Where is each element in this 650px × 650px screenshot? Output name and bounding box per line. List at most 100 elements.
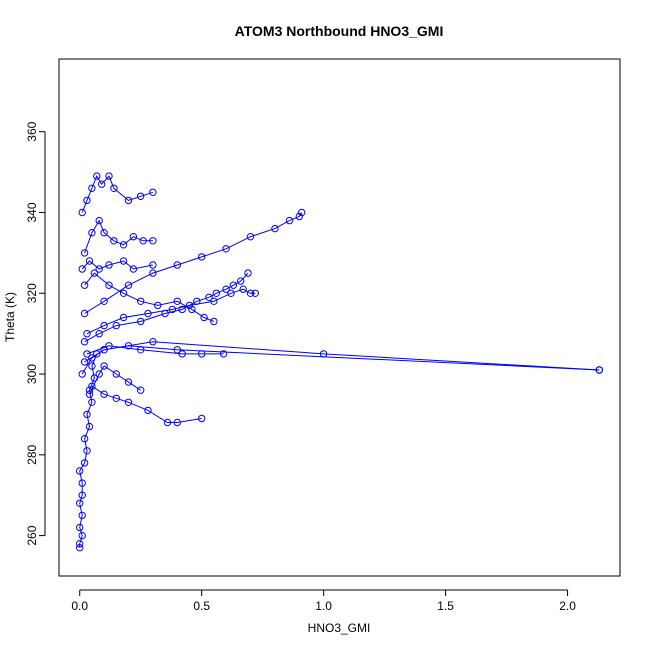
data-point (137, 346, 145, 354)
data-point (285, 216, 294, 225)
data-point (110, 184, 118, 193)
data-point (112, 370, 121, 378)
y-tick-label: 320 (25, 283, 39, 303)
data-point (210, 297, 218, 305)
y-tick-label: 280 (25, 444, 39, 464)
data-point (119, 313, 128, 322)
data-point (80, 281, 89, 289)
data-point (222, 245, 230, 253)
data-point (149, 261, 157, 269)
data-point (88, 354, 96, 362)
data-point (78, 479, 86, 487)
x-tick-label: 0.0 (71, 599, 88, 613)
data-point (149, 188, 157, 197)
data-point (100, 297, 108, 305)
data-point (78, 208, 86, 217)
data-point (219, 350, 228, 358)
data-point (124, 378, 133, 386)
data-point (149, 269, 157, 277)
series-line (89, 365, 141, 395)
data-point (78, 265, 86, 273)
series-line (84, 212, 303, 314)
data-point (85, 257, 94, 265)
series-line (81, 174, 154, 213)
data-point (112, 321, 121, 330)
data-point (129, 265, 138, 273)
data-point (83, 196, 91, 205)
data-point (298, 208, 306, 217)
data-point (80, 249, 89, 257)
y-tick-label: 300 (25, 364, 39, 384)
data-point (98, 180, 106, 188)
plot-frame (58, 58, 621, 577)
series-line (91, 385, 202, 423)
data-point (88, 362, 96, 370)
data-point (178, 305, 186, 314)
data-point (100, 321, 108, 330)
data-point (173, 261, 182, 269)
data-point (88, 382, 96, 390)
data-point (129, 233, 138, 241)
y-tick-label: 340 (25, 202, 39, 222)
x-tick-label: 1.0 (315, 599, 332, 613)
data-point (100, 229, 108, 237)
data-point (112, 394, 121, 402)
data-point (105, 172, 113, 180)
data-point (124, 196, 133, 205)
x-tick-label: 2.0 (559, 599, 576, 613)
data-point (110, 237, 118, 245)
data-point (83, 410, 91, 419)
data-point (95, 370, 103, 378)
data-point (83, 330, 91, 338)
data-point (100, 390, 108, 398)
data-point (78, 370, 86, 378)
data-point (246, 233, 255, 241)
data-point (85, 422, 94, 431)
data-point (76, 540, 84, 548)
data-point (149, 237, 157, 245)
data-point (80, 459, 89, 467)
data-point (200, 313, 208, 322)
x-tick-label: 1.5 (437, 599, 454, 613)
data-point (144, 309, 152, 318)
data-point (88, 229, 96, 237)
data-point (319, 350, 328, 358)
data-point (124, 281, 133, 289)
series-line (84, 272, 215, 322)
data-point (80, 435, 89, 443)
x-tick-label: 0.5 (193, 599, 210, 613)
y-axis-label: Theta (K) (3, 292, 17, 342)
data-point (212, 289, 221, 297)
data-point (271, 224, 279, 233)
data-point (78, 491, 86, 499)
data-point (90, 269, 99, 277)
data-point (76, 544, 84, 552)
data-point (105, 261, 113, 269)
data-point (80, 338, 89, 346)
data-point (105, 342, 113, 350)
data-point (88, 184, 96, 193)
x-axis-label: HNO3_GMI (308, 621, 371, 635)
data-point (198, 414, 206, 423)
data-point (105, 281, 113, 289)
data-point (83, 447, 91, 455)
data-point (229, 281, 238, 289)
data-point (95, 216, 103, 225)
data-point (93, 172, 101, 180)
data-point (149, 338, 157, 346)
series-line (84, 272, 249, 343)
data-point (173, 297, 182, 305)
data-point (76, 499, 84, 507)
series-line (81, 260, 154, 270)
data-point (76, 523, 84, 532)
data-point (244, 269, 252, 277)
series-line (84, 341, 600, 371)
data-point (80, 358, 89, 366)
data-point (178, 350, 186, 358)
data-point (227, 289, 235, 297)
data-point (239, 285, 247, 293)
data-point (76, 467, 84, 475)
data-point (237, 277, 245, 285)
data-point (198, 253, 206, 261)
